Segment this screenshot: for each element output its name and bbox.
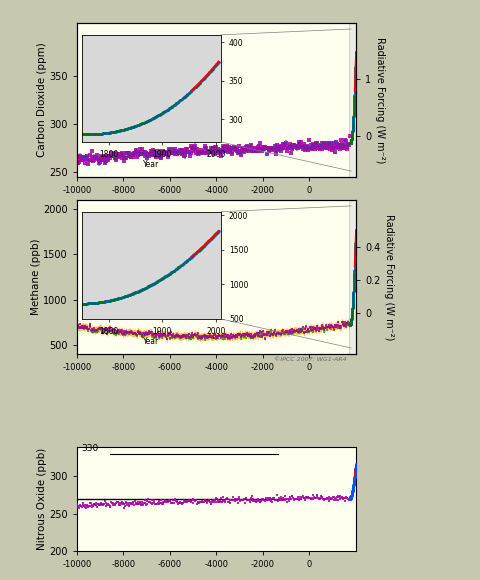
Y-axis label: Nitrous Oxide (ppb): Nitrous Oxide (ppb) (36, 448, 47, 550)
Y-axis label: Carbon Dioxide (ppm): Carbon Dioxide (ppm) (36, 43, 47, 157)
Y-axis label: Methane (ppb): Methane (ppb) (30, 239, 40, 315)
Text: 330: 330 (82, 444, 99, 452)
X-axis label: Year: Year (143, 337, 159, 346)
Bar (348, 200, 355, 354)
X-axis label: Year: Year (143, 160, 159, 169)
Y-axis label: Radiative Forcing (W m⁻²): Radiative Forcing (W m⁻²) (384, 214, 394, 340)
Text: ©IPCC 2007: WG1-AR4: ©IPCC 2007: WG1-AR4 (273, 357, 346, 362)
Y-axis label: Radiative Forcing (W m⁻²): Radiative Forcing (W m⁻²) (374, 37, 384, 163)
Bar (348, 23, 355, 177)
